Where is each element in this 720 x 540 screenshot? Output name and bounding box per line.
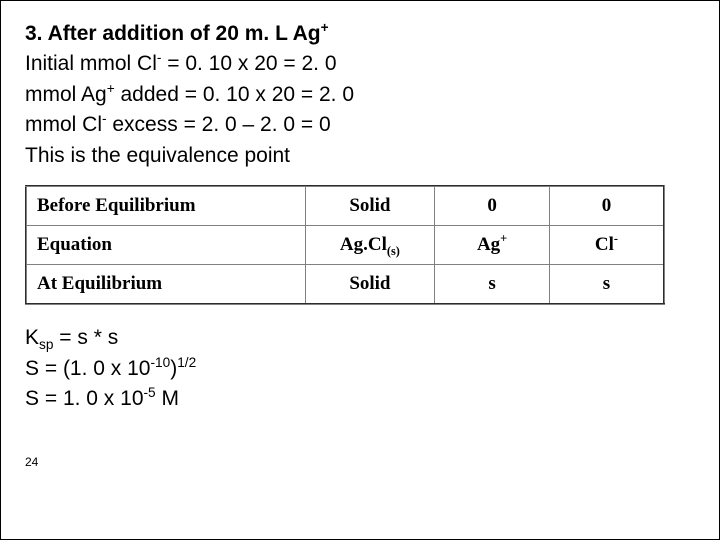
- cell-before-eq-label: Before Equilibrium: [26, 186, 305, 226]
- cl-text: Cl: [595, 234, 614, 255]
- table-row: Equation Ag.Cl(s) Ag+ Cl-: [26, 226, 664, 265]
- page-number: 24: [25, 455, 695, 469]
- cell-equation-label: Equation: [26, 226, 305, 265]
- agcl-sub: (s): [387, 244, 400, 258]
- s-val-a: S = 1. 0 x 10: [25, 387, 144, 410]
- line-2-sup: +: [107, 81, 115, 96]
- cell-equation-cl: Cl-: [549, 226, 664, 265]
- ksp-sub: sp: [39, 337, 53, 352]
- step-title-sup: +: [321, 20, 329, 35]
- cell-before-eq-solid: Solid: [305, 186, 435, 226]
- line-equivalence: This is the equivalence point: [25, 141, 695, 171]
- slide-page: 3. After addition of 20 m. L Ag+ Initial…: [0, 0, 720, 540]
- s-expr-sup1: -10: [151, 355, 171, 370]
- line-1a: Initial mmol Cl: [25, 52, 157, 75]
- equilibrium-table: Before Equilibrium Solid 0 0 Equation Ag…: [25, 185, 665, 305]
- s-expr-a: S = (1. 0 x 10: [25, 357, 151, 380]
- line-1b: = 0. 10 x 20 = 2. 0: [161, 52, 336, 75]
- ag-text: Ag: [477, 234, 500, 255]
- ksp-k: K: [25, 326, 39, 349]
- line-2a: mmol Ag: [25, 83, 107, 106]
- cell-equation-agcl: Ag.Cl(s): [305, 226, 435, 265]
- line-initial-cl: Initial mmol Cl- = 0. 10 x 20 = 2. 0: [25, 49, 695, 79]
- step-title-text: 3. After addition of 20 m. L Ag: [25, 22, 321, 45]
- cell-equation-ag: Ag+: [435, 226, 550, 265]
- s-val-b: M: [156, 387, 179, 410]
- s-expr-sup2: 1/2: [177, 355, 196, 370]
- s-val-sup: -5: [144, 385, 156, 400]
- ag-sup: +: [500, 232, 507, 246]
- line-ag-added: mmol Ag+ added = 0. 10 x 20 = 2. 0: [25, 80, 695, 110]
- ksp-eq: = s * s: [53, 326, 118, 349]
- cell-at-eq-label: At Equilibrium: [26, 265, 305, 305]
- line-3b: excess = 2. 0 – 2. 0 = 0: [107, 113, 331, 136]
- line-cl-excess: mmol Cl- excess = 2. 0 – 2. 0 = 0: [25, 110, 695, 140]
- result-s-value: S = 1. 0 x 10-5 M: [25, 384, 695, 414]
- line-2b: added = 0. 10 x 20 = 2. 0: [115, 83, 354, 106]
- table-row: Before Equilibrium Solid 0 0: [26, 186, 664, 226]
- cell-at-eq-s1: s: [435, 265, 550, 305]
- result-ksp: Ksp = s * s: [25, 323, 695, 353]
- step-title: 3. After addition of 20 m. L Ag+: [25, 19, 695, 49]
- cell-at-eq-solid: Solid: [305, 265, 435, 305]
- result-s-expr: S = (1. 0 x 10-10)1/2: [25, 354, 695, 384]
- cell-at-eq-s2: s: [549, 265, 664, 305]
- line-3a: mmol Cl: [25, 113, 102, 136]
- cell-before-eq-cl: 0: [549, 186, 664, 226]
- agcl-text: Ag.Cl: [340, 234, 387, 255]
- table-row: At Equilibrium Solid s s: [26, 265, 664, 305]
- cl-sup: -: [614, 232, 618, 246]
- cell-before-eq-ag: 0: [435, 186, 550, 226]
